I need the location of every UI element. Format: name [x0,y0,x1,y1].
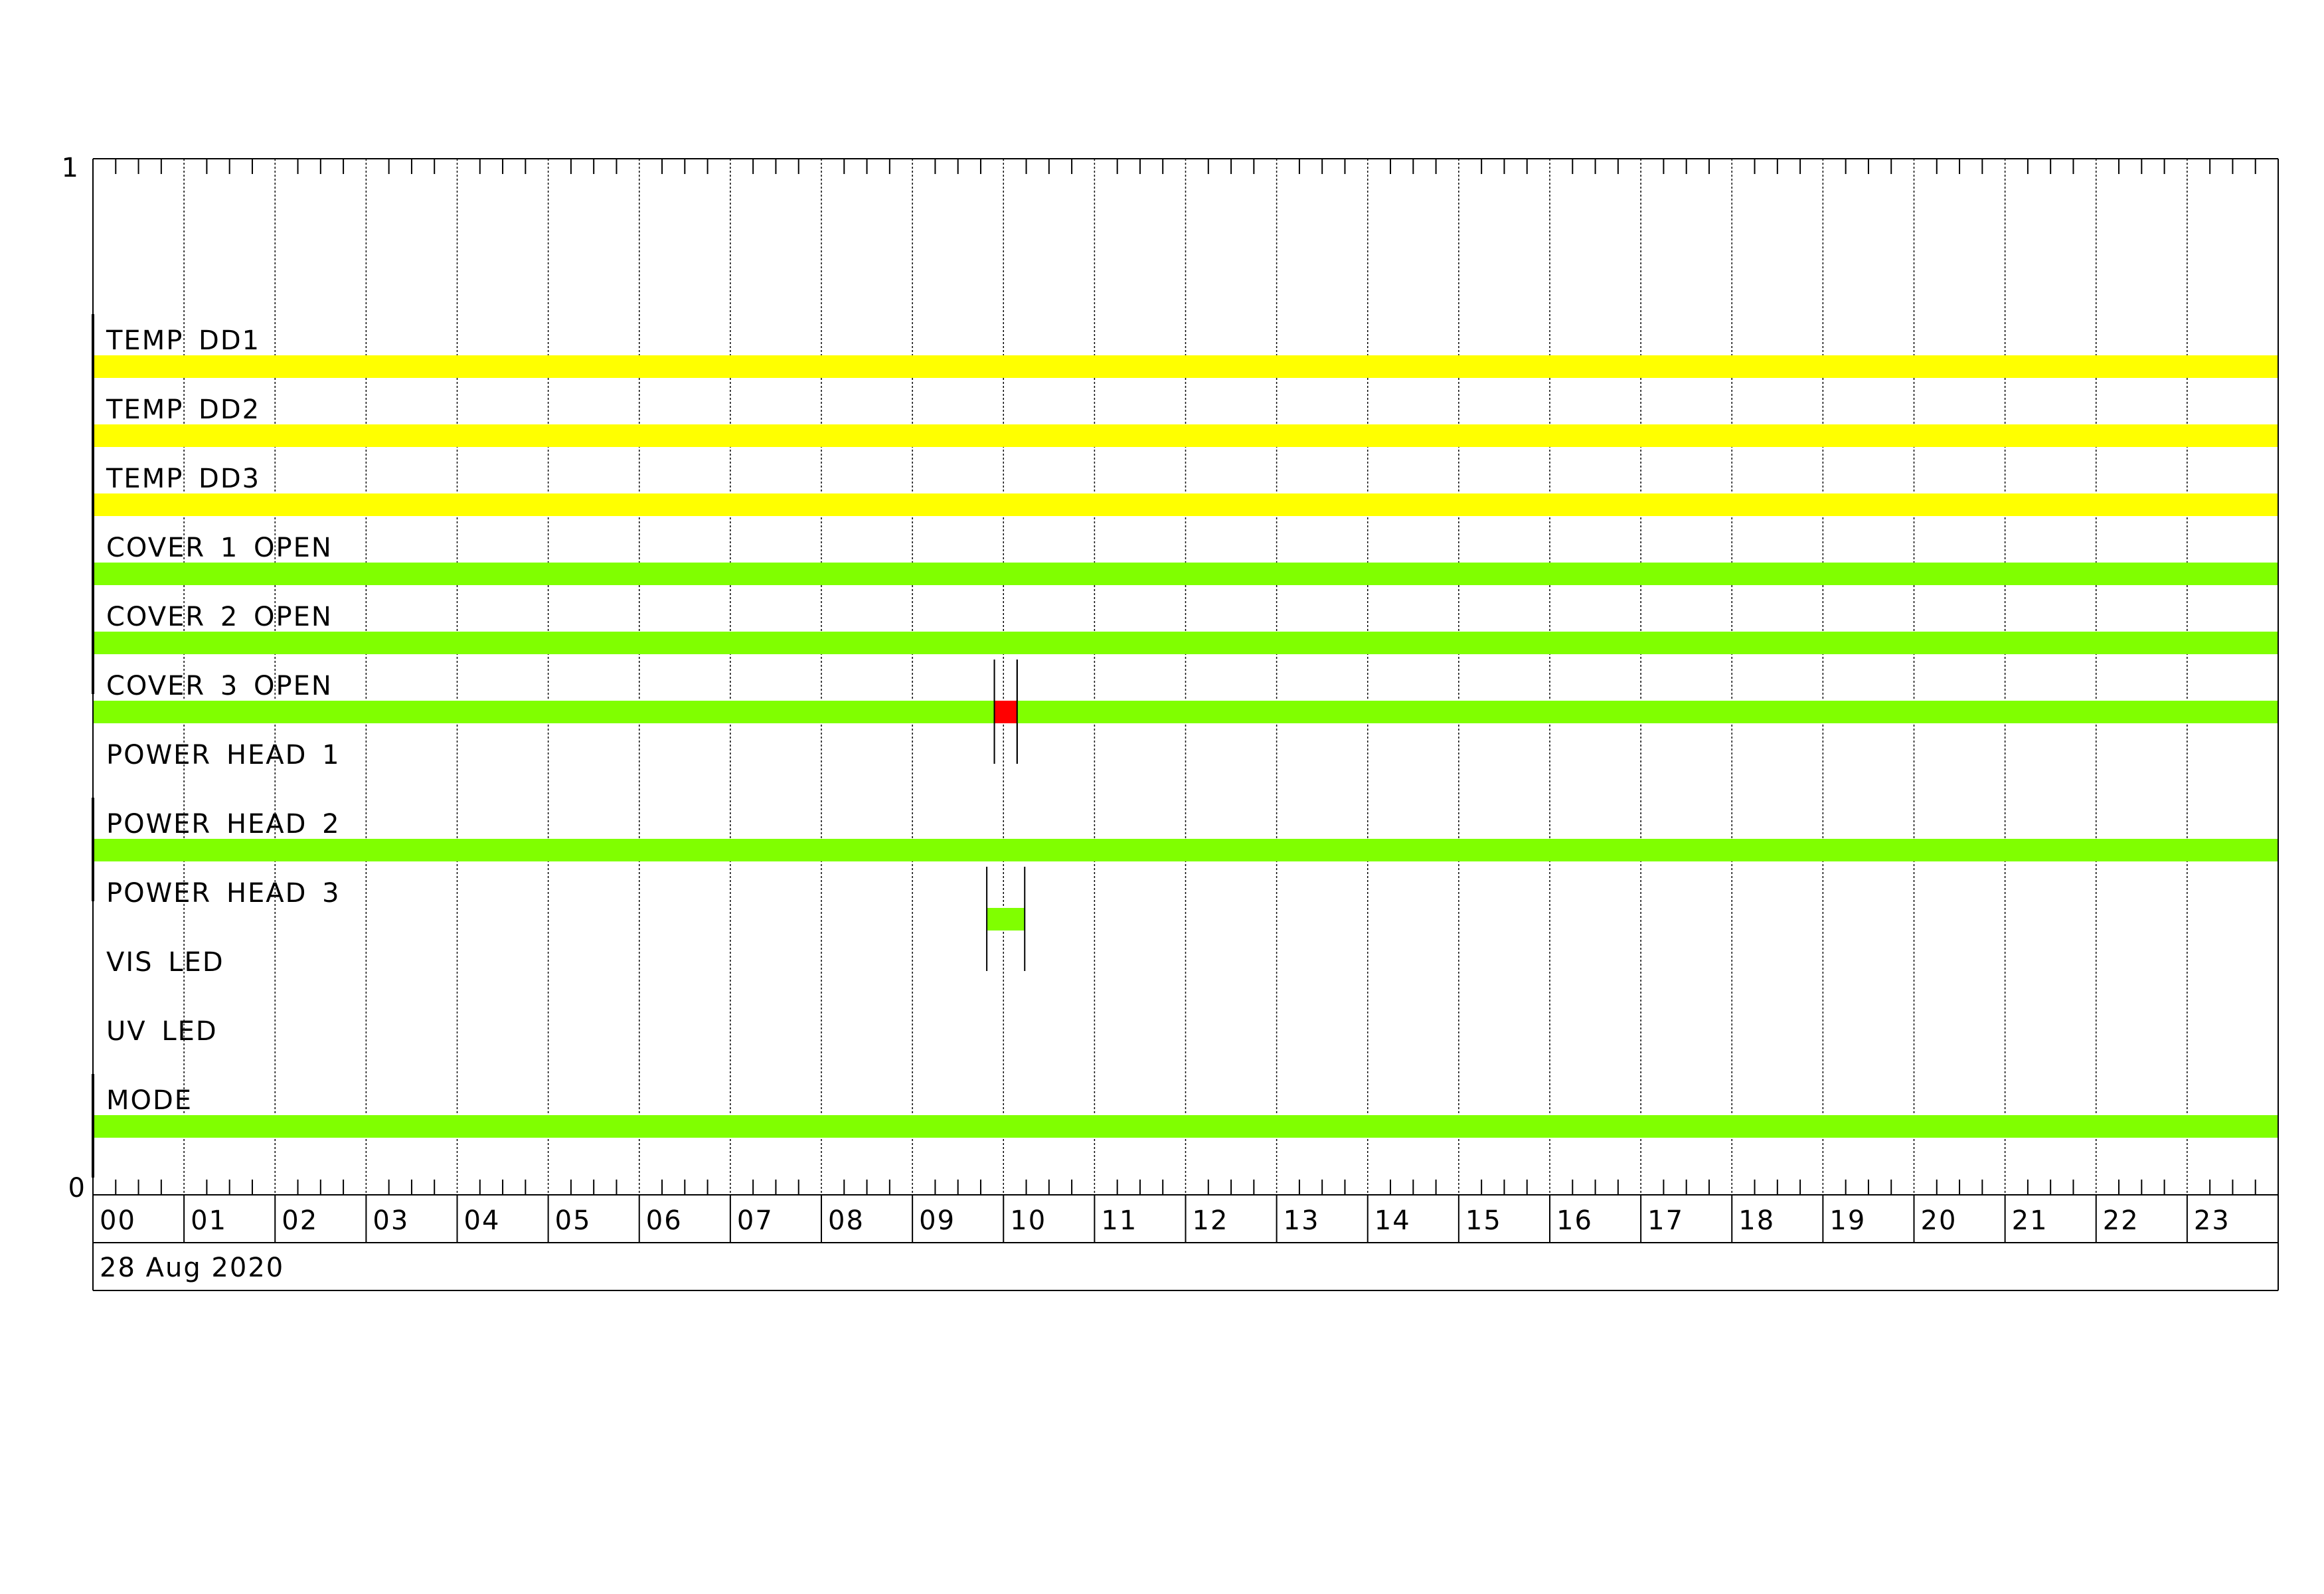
state-segment [987,908,1025,930]
row-label: VIS LED [106,947,224,978]
x-tick-label: 22 [2103,1205,2139,1236]
x-tick-label: 12 [1193,1205,1229,1236]
x-tick-label: 08 [828,1205,865,1236]
row-label: MODE [106,1085,193,1116]
row-labels: TEMP DD1 TEMP DD2 TEMP DD3 COVER 1 OPEN COVE… [106,325,341,1116]
state-segment [93,701,995,723]
row-label: COVER 2 OPEN [106,602,333,632]
x-tick-label: 20 [1921,1205,1957,1236]
y-tick-label-top: 1 [62,153,78,183]
row-label: COVER 3 OPEN [106,671,333,701]
row-label: COVER 1 OPEN [106,533,333,563]
row-label: POWER HEAD 2 [106,809,341,840]
x-tick-label: 10 [1010,1205,1046,1236]
x-tick-label: 23 [2194,1205,2230,1236]
row-label: POWER HEAD 1 [106,740,341,770]
x-tick-label: 02 [282,1205,318,1236]
row-label: UV LED [106,1016,218,1047]
axes: 00 01 02 03 04 05 06 07 08 09 10 11 12 13 14 15 16 17 18 19… [92,158,2279,1291]
row-label: TEMP DD2 [106,395,260,425]
y-tick-label-bottom: 0 [68,1173,85,1203]
state-segment [93,839,2278,861]
state-segment [93,1115,2278,1138]
date-label: 28 Aug 2020 [100,1253,284,1283]
row-label: POWER HEAD 3 [106,878,341,909]
state-bars [92,314,2278,1178]
x-tick-label: 11 [1101,1205,1137,1236]
x-tick-label: 04 [464,1205,501,1236]
x-tick-label: 17 [1647,1205,1684,1236]
x-tick-label: 06 [646,1205,683,1236]
state-segment [1017,701,2278,723]
state-segment [93,493,2278,516]
x-tick-label: 13 [1284,1205,1320,1236]
x-tick-label: 01 [191,1205,227,1236]
x-tick-label: 21 [2012,1205,2048,1236]
row-label: TEMP DD3 [106,464,260,494]
x-tick-label: 00 [100,1205,136,1236]
x-tick-label: 19 [1829,1205,1866,1236]
state-segment [93,632,2278,654]
x-tick-label: 09 [919,1205,955,1236]
x-tick-label: 15 [1465,1205,1502,1236]
x-tick-label: 14 [1374,1205,1411,1236]
x-tick-label: 05 [555,1205,592,1236]
x-tick-label: 07 [737,1205,774,1236]
state-segment [994,701,1017,723]
state-segment [93,355,2278,378]
x-tick-label: 03 [373,1205,409,1236]
x-tick-label: 18 [1738,1205,1775,1236]
x-tick-label: 16 [1556,1205,1593,1236]
row-label: TEMP DD1 [106,325,260,356]
grid [183,159,2188,1195]
state-segment [93,424,2278,447]
state-segment [93,563,2278,585]
